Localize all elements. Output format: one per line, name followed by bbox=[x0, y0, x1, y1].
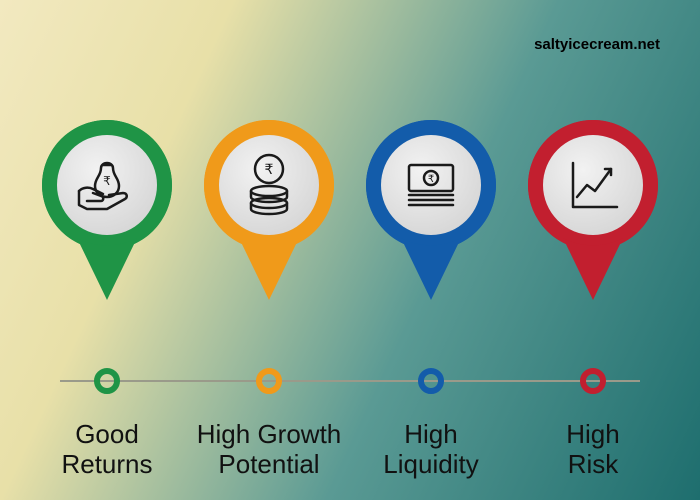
label-high-growth: High Growth Potential bbox=[194, 420, 344, 480]
pin-high-liquidity: ₹ bbox=[356, 110, 506, 310]
label-line: High bbox=[356, 420, 506, 450]
marker-high-growth bbox=[256, 368, 282, 394]
svg-text:₹: ₹ bbox=[428, 174, 434, 185]
pin-row: ₹ ₹ bbox=[0, 110, 700, 310]
pin-high-growth: ₹ bbox=[194, 110, 344, 310]
watermark-text: saltyicecream.net bbox=[534, 36, 660, 53]
label-line: High Growth bbox=[194, 420, 344, 450]
label-line: Good bbox=[32, 420, 182, 450]
pin-good-returns: ₹ bbox=[32, 110, 182, 310]
label-good-returns: Good Returns bbox=[32, 420, 182, 480]
label-high-liquidity: High Liquidity bbox=[356, 420, 506, 480]
label-high-risk: High Risk bbox=[518, 420, 668, 480]
pin-high-risk bbox=[518, 110, 668, 310]
label-line: High bbox=[518, 420, 668, 450]
label-line: Returns bbox=[32, 450, 182, 480]
svg-text:₹: ₹ bbox=[103, 174, 111, 188]
label-row: Good Returns High Growth Potential High … bbox=[0, 420, 700, 480]
marker-row bbox=[0, 368, 700, 394]
label-line: Liquidity bbox=[356, 450, 506, 480]
marker-high-liquidity bbox=[418, 368, 444, 394]
marker-good-returns bbox=[94, 368, 120, 394]
label-line: Risk bbox=[518, 450, 668, 480]
svg-text:₹: ₹ bbox=[265, 161, 274, 177]
label-line: Potential bbox=[194, 450, 344, 480]
marker-high-risk bbox=[580, 368, 606, 394]
